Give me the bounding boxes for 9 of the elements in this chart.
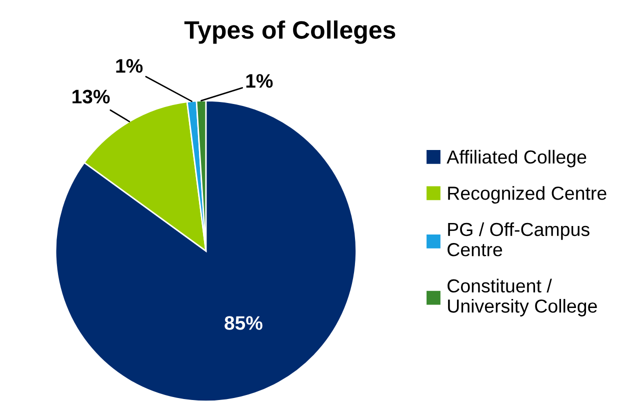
legend-label: PG / Off-Campus Centre: [448, 222, 590, 256]
data-label: 85%: [224, 316, 262, 330]
legend-label: Affiliated College: [446, 150, 586, 168]
chart-title: Types of Colleges: [184, 20, 396, 44]
legend-label: Constituent / University College: [448, 278, 597, 316]
data-label: 13%: [72, 90, 110, 104]
legend-label: Recognized Centre: [448, 186, 606, 204]
data-label: 1%: [116, 59, 143, 73]
data-label: 1%: [246, 74, 273, 88]
